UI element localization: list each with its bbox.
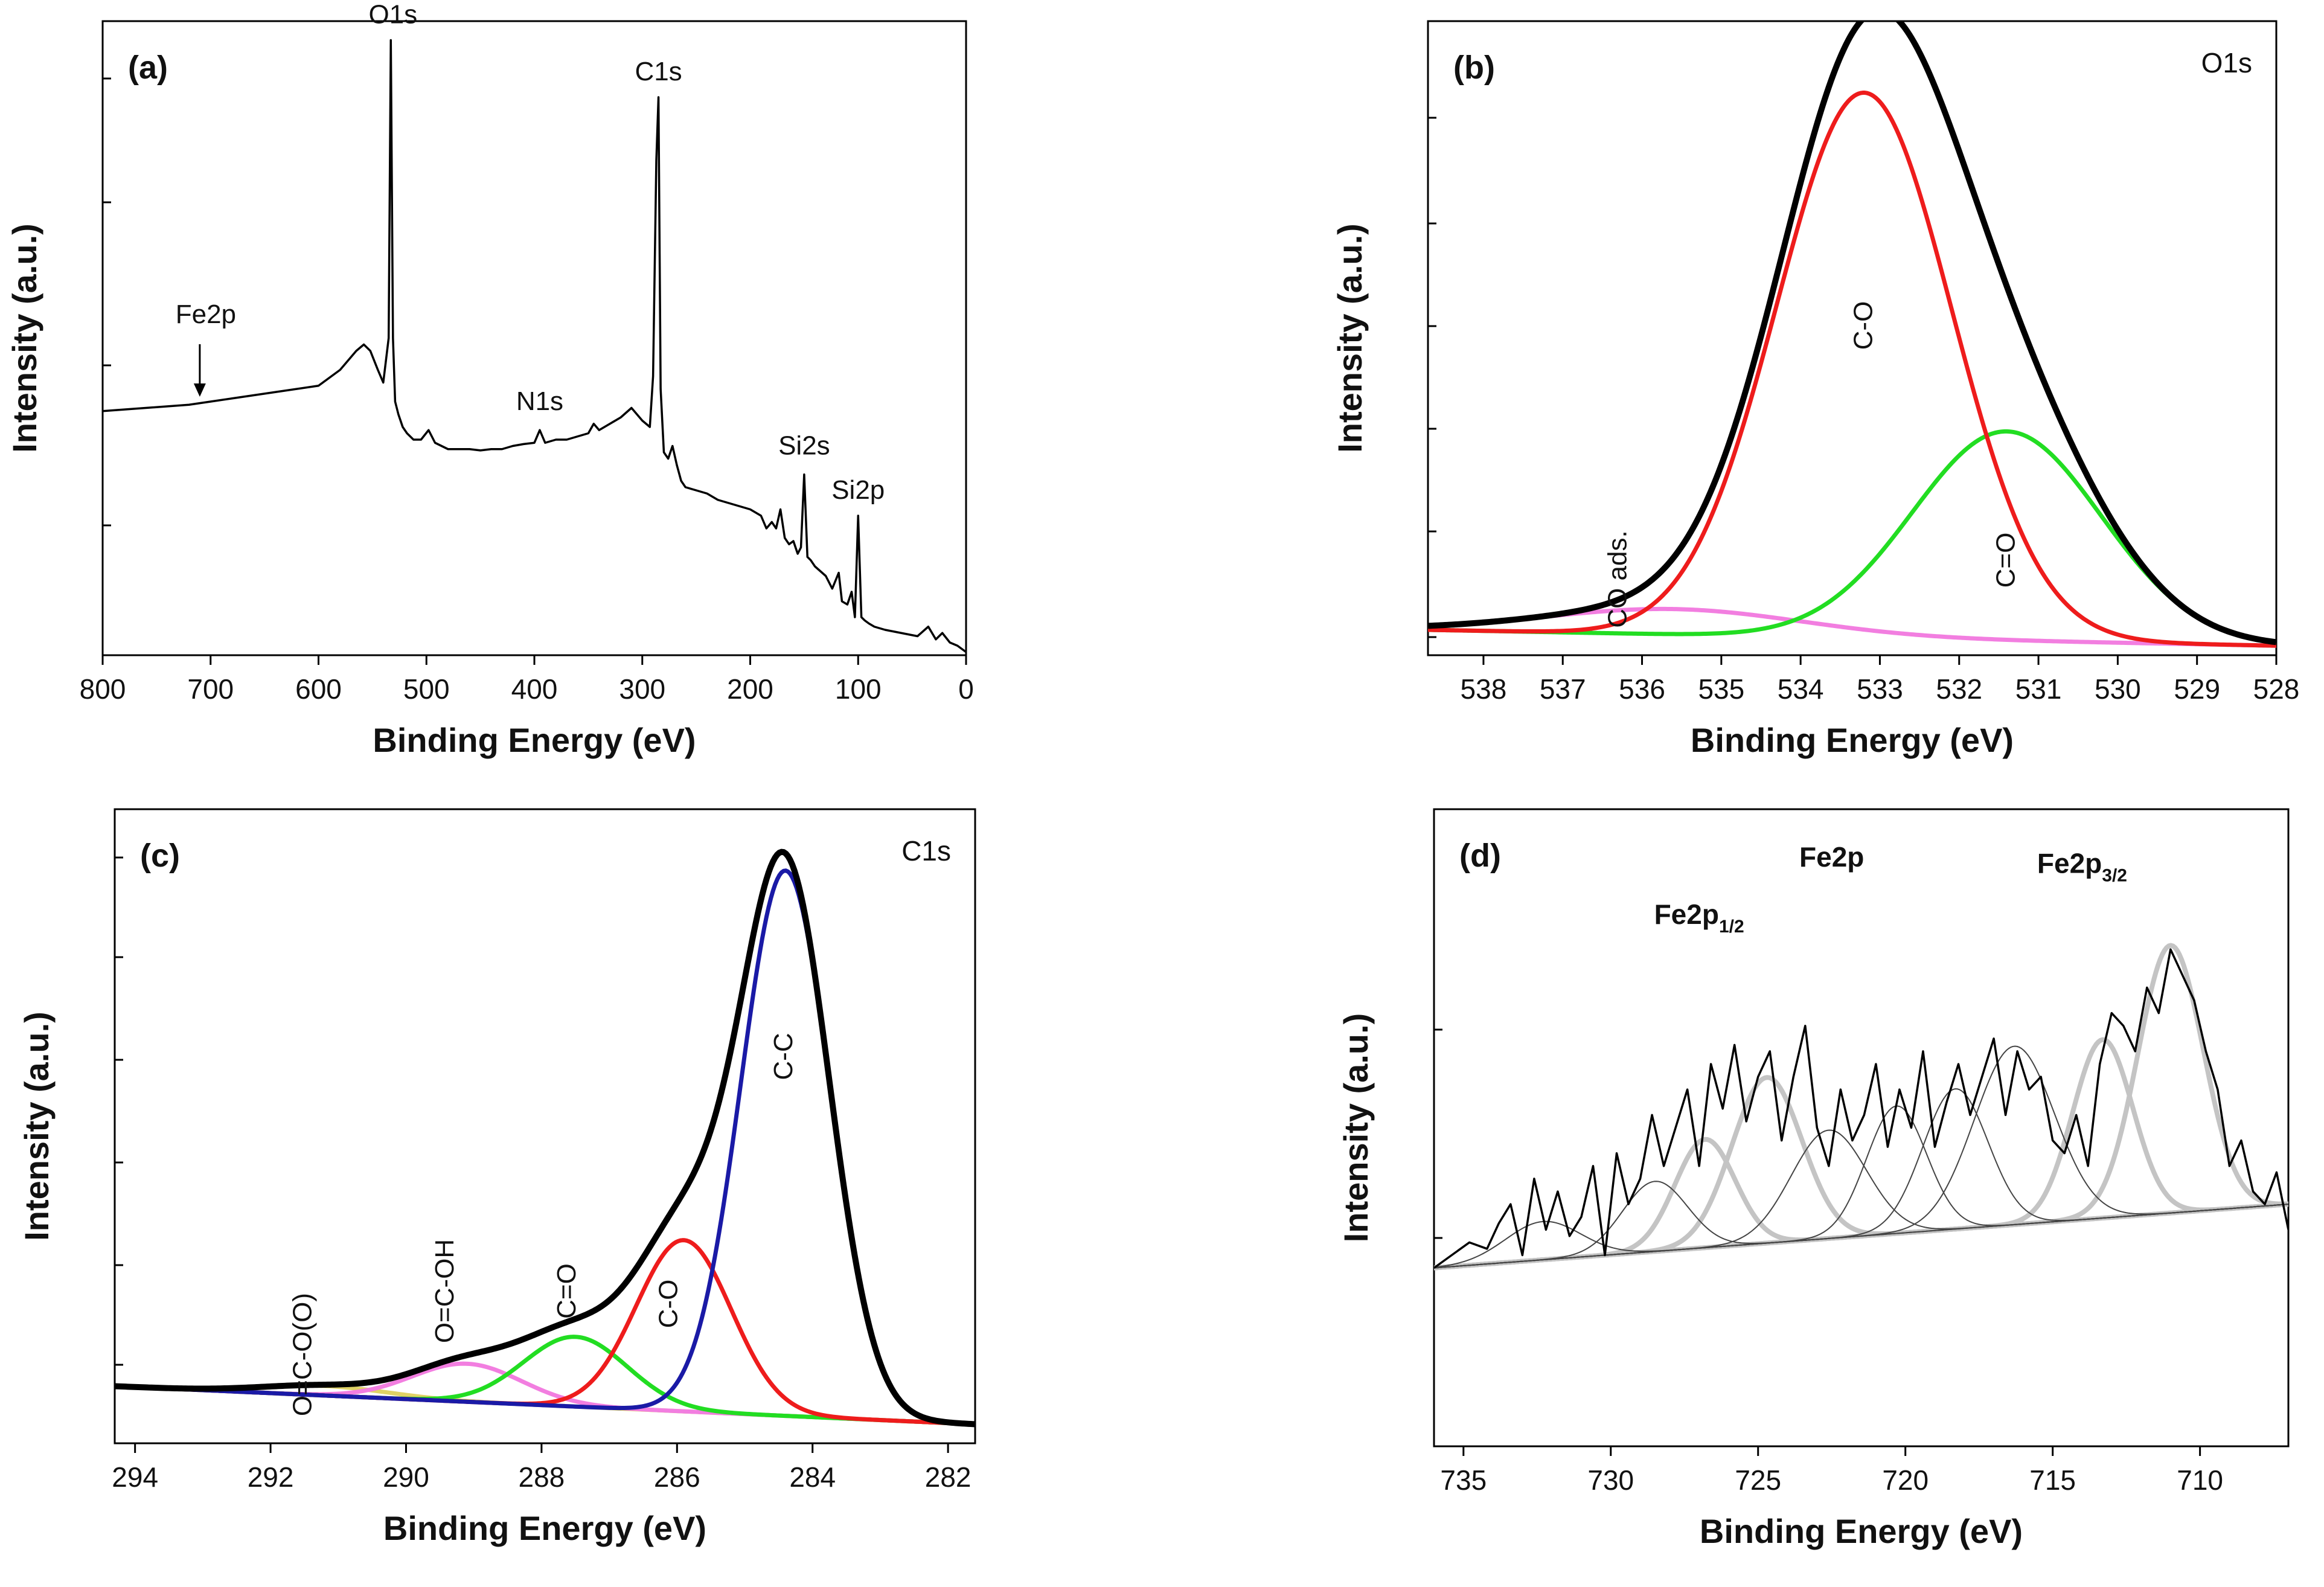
peak-label-c-c: C-C xyxy=(769,1033,798,1080)
x-tick-label: 532 xyxy=(1936,673,1982,705)
series-envelope xyxy=(1428,21,2276,646)
panel-tag: (c) xyxy=(140,838,180,874)
label-subscript: 3/2 xyxy=(2102,866,2127,886)
series-c-o xyxy=(1428,91,2276,648)
x-tick-label: 288 xyxy=(519,1461,565,1493)
label-main: Fe2p xyxy=(1654,899,1719,930)
chart-title: Fe2p xyxy=(1799,841,1864,873)
peak-label-fe2p1-2: Fe2p1/2 xyxy=(1654,899,1744,937)
x-tick-label: 528 xyxy=(2253,673,2300,705)
x-tick-label: 100 xyxy=(835,673,882,705)
x-axis-title: Binding Energy (eV) xyxy=(1700,1512,2023,1550)
panel-tag: (d) xyxy=(1459,838,1501,874)
x-tick-label: 720 xyxy=(1882,1464,1929,1496)
peak-label-o-c-oh: O=C-OH xyxy=(430,1239,459,1343)
x-tick-label: 533 xyxy=(1857,673,1903,705)
peak-label-c-o: C-O xyxy=(1848,301,1878,350)
x-tick-label: 400 xyxy=(511,673,558,705)
x-tick-label: 538 xyxy=(1461,673,1507,705)
x-tick-label: 537 xyxy=(1540,673,1586,705)
x-tick-label: 529 xyxy=(2174,673,2220,705)
y-axis-title: Intensity (a.u.) xyxy=(5,223,43,453)
peak-label-c1s: C1s xyxy=(635,57,682,86)
peak-label-n1s: N1s xyxy=(516,386,563,416)
x-tick-label: 600 xyxy=(295,673,342,705)
peak-label-c-o: C=O xyxy=(552,1263,581,1319)
x-tick-label: 534 xyxy=(1778,673,1824,705)
x-tick-label: 300 xyxy=(619,673,665,705)
corner-label: O1s xyxy=(2201,47,2252,79)
panel-d: 735 730 725 720 715 710 Binding Energy (eV) Int… xyxy=(1337,808,2290,1550)
x-axis-title: Binding Energy (eV) xyxy=(383,1509,706,1547)
panel-tag: (b) xyxy=(1453,50,1495,86)
x-tick-label: 0 xyxy=(958,673,974,705)
data-area xyxy=(103,39,966,653)
y-axis-title: Intensity (a.u.) xyxy=(1331,223,1369,453)
plot-frame xyxy=(114,808,976,1444)
x-tick-label: 700 xyxy=(187,673,234,705)
x-tick-label: 294 xyxy=(112,1461,158,1493)
panel-tag: (a) xyxy=(128,50,168,86)
x-tick-label: 535 xyxy=(1698,673,1744,705)
series-satellite-6 xyxy=(1434,1204,2288,1268)
peak-label-fe2p: Fe2p xyxy=(176,300,236,329)
peak-label-o-c-o-o: O=C-O(O) xyxy=(287,1293,317,1416)
peak-label-o1s: O1s xyxy=(368,0,417,30)
peak-label-co-ads: CO ads. xyxy=(1602,530,1632,627)
x-tick-label: 531 xyxy=(2015,673,2062,705)
panel-a: 800 700 600 500 400 300 200 100 0 Binding Energy … xyxy=(5,0,974,759)
corner-label: C1s xyxy=(901,835,951,867)
plot-frame xyxy=(1433,808,2290,1448)
x-tick-label: 500 xyxy=(403,673,450,705)
label-main: Fe2p xyxy=(2037,848,2102,879)
arrow-head xyxy=(193,383,206,397)
x-tick-label: 200 xyxy=(727,673,773,705)
peak-label-si2s: Si2s xyxy=(778,431,830,461)
panel-c: 294 292 290 288 286 284 282 Binding Energy (eV)… xyxy=(18,808,976,1547)
data-area xyxy=(115,848,975,1428)
x-tick-label: 292 xyxy=(248,1461,294,1493)
data-area xyxy=(1434,943,2288,1271)
label-subscript: 1/2 xyxy=(1719,917,1744,937)
x-tick-label: 286 xyxy=(654,1461,700,1493)
plot-frame xyxy=(1427,20,2278,656)
x-tick-label: 735 xyxy=(1440,1464,1487,1496)
y-axis-title: Intensity (a.u.) xyxy=(18,1012,56,1241)
series-survey-spectrum xyxy=(103,39,966,653)
data-area xyxy=(1428,21,2276,648)
x-tick-label: 284 xyxy=(789,1461,836,1493)
peak-label-c-o: C=O xyxy=(1991,533,2021,588)
y-axis-title: Intensity (a.u.) xyxy=(1337,1013,1375,1243)
x-tick-label: 800 xyxy=(80,673,126,705)
peak-label-c-o: C-O xyxy=(653,1280,683,1329)
x-axis-title: Binding Energy (eV) xyxy=(1691,721,2014,759)
x-axis-title: Binding Energy (eV) xyxy=(373,721,696,759)
x-tick-label: 536 xyxy=(1619,673,1665,705)
x-tick-label: 710 xyxy=(2177,1464,2223,1496)
peak-label-si2p: Si2p xyxy=(831,475,885,505)
x-tick-label: 290 xyxy=(383,1461,429,1493)
peak-label-fe2p3-2: Fe2p3/2 xyxy=(2037,848,2127,886)
x-tick-label: 530 xyxy=(2095,673,2141,705)
panel-b: 538 537 536 535 534 533 532 531 530 529 528 Binding… xyxy=(1331,20,2300,759)
series-envelope xyxy=(115,848,975,1428)
x-tick-label: 715 xyxy=(2029,1464,2076,1496)
x-tick-label: 725 xyxy=(1735,1464,1781,1496)
x-tick-label: 730 xyxy=(1587,1464,1634,1496)
x-tick-label: 282 xyxy=(925,1461,972,1493)
series-experimental xyxy=(1434,948,2288,1269)
